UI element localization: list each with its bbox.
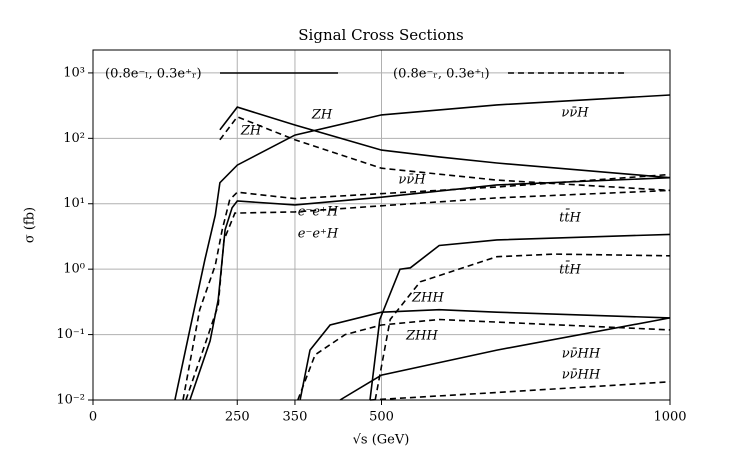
y-tick-label: 10⁰ [63, 262, 85, 277]
curve-label: e⁻e⁺H [298, 205, 339, 220]
curve-label: e⁻e⁺H [298, 227, 339, 242]
x-axis-label: √s (GeV) [353, 433, 410, 448]
curve-label: tt̄H [559, 209, 581, 226]
series-line [369, 233, 671, 401]
series-line [297, 318, 671, 401]
series-line [219, 115, 671, 192]
y-tick-label: 10⁻² [56, 393, 85, 408]
curve-label: νν̄H [561, 106, 589, 121]
x-tick-label: 500 [369, 410, 394, 425]
curve-label: ZHH [405, 329, 438, 344]
y-axis-label: σ (fb) [23, 207, 38, 243]
chart-title: Signal Cross Sections [298, 26, 463, 44]
x-tick-label: 250 [225, 410, 250, 425]
x-tick-label: 1000 [653, 410, 686, 425]
curve-label: νν̄H [398, 173, 426, 188]
series-line [219, 106, 671, 179]
y-tick-label: 10³ [63, 65, 85, 80]
series-line [369, 381, 671, 401]
curve-label: ZH [311, 108, 333, 123]
plot-frame [92, 49, 671, 401]
series-line [374, 253, 671, 401]
legend-label: (0.8e⁻ᵣ, 0.3e⁺ₗ) [393, 67, 490, 82]
series-line [185, 189, 671, 401]
curve-label: ZH [240, 124, 262, 139]
y-tick-label: 10¹ [63, 196, 85, 211]
x-tick-label: 350 [283, 410, 308, 425]
curve-label: ZHH [411, 291, 444, 306]
series-line [174, 94, 671, 401]
y-tick-label: 10² [63, 131, 85, 146]
series-line [299, 308, 671, 401]
y-tick-label: 10⁻¹ [56, 327, 85, 342]
x-tick-label: 0 [89, 410, 97, 425]
series-line [182, 173, 671, 401]
series-line [339, 317, 671, 401]
legend-label: (0.8e⁻ₗ, 0.3e⁺ᵣ) [105, 67, 202, 82]
curve-label: νν̄HH [562, 368, 601, 383]
series-line [189, 176, 671, 401]
curve-label: νν̄HH [562, 347, 601, 362]
curve-label: tt̄H [559, 261, 581, 278]
